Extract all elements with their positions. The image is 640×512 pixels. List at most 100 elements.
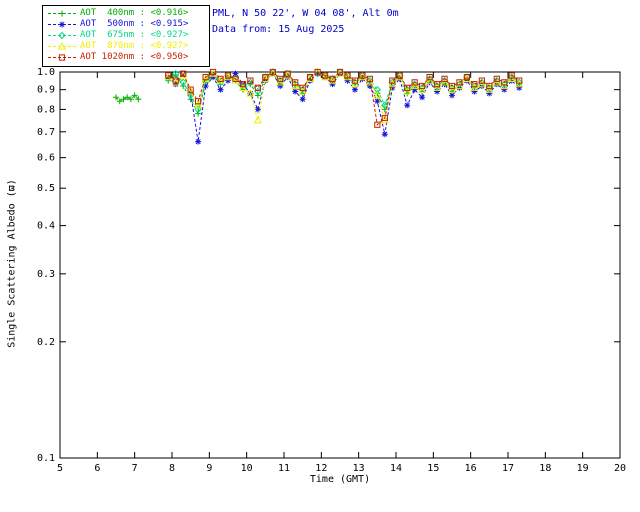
- square-marker: [277, 75, 284, 82]
- plus-marker: [254, 92, 261, 99]
- asterisk-marker: [411, 86, 418, 93]
- legend-swatch: [48, 42, 76, 50]
- asterisk-marker: [59, 21, 65, 28]
- square-marker: [254, 84, 261, 91]
- triangle-marker: [350, 79, 359, 88]
- triangle-marker: [223, 72, 233, 81]
- triangle-marker: [261, 74, 270, 82]
- triangle-marker: [440, 77, 449, 86]
- diamond-marker: [403, 85, 411, 94]
- triangle-marker: [492, 77, 501, 86]
- square-marker: [448, 82, 456, 90]
- triangle-marker: [388, 79, 397, 88]
- legend-item: AOT 1020nm : <0.950>: [47, 52, 205, 63]
- legend-label: AOT 675nm : <0.927>: [80, 30, 189, 40]
- diamond-marker: [418, 84, 426, 92]
- square-marker: [172, 77, 179, 84]
- triangle-marker: [455, 81, 464, 90]
- asterisk-marker: [434, 88, 441, 95]
- y-tick-label: 0.4: [37, 221, 55, 232]
- square-marker: [165, 72, 172, 79]
- legend-item: AOT 675nm : <0.927>: [47, 30, 205, 41]
- x-tick-label: 7: [132, 463, 138, 474]
- triangle-marker: [216, 76, 225, 84]
- plus-marker: [131, 92, 138, 99]
- asterisk-marker: [299, 96, 306, 103]
- legend-label: AOT 1020nm : <0.950>: [80, 52, 189, 62]
- diamond-marker: [440, 76, 449, 85]
- triangle-marker: [470, 83, 479, 91]
- triangle-marker: [500, 81, 509, 90]
- x-tick-label: 20: [614, 463, 626, 474]
- square-marker: [284, 70, 291, 77]
- x-tick-label: 5: [57, 463, 63, 474]
- plus-marker: [113, 94, 119, 101]
- diamond-marker: [58, 31, 66, 40]
- square-marker: [441, 75, 448, 82]
- square-marker: [389, 77, 396, 84]
- asterisk-marker: [292, 88, 299, 95]
- asterisk-marker: [366, 82, 373, 89]
- triangle-marker: [276, 77, 285, 86]
- x-tick-label: 19: [577, 463, 589, 474]
- square-marker: [419, 82, 426, 90]
- plus-marker: [299, 90, 306, 97]
- square-marker: [463, 74, 471, 81]
- square-marker: [239, 81, 247, 88]
- square-marker: [471, 81, 478, 88]
- diamond-marker: [366, 76, 374, 85]
- diamond-marker: [500, 80, 508, 88]
- triangle-marker: [171, 77, 180, 86]
- asterisk-marker: [254, 106, 261, 113]
- triangle-marker: [291, 81, 300, 90]
- square-marker: [433, 81, 441, 88]
- y-tick-label: 0.9: [37, 85, 55, 96]
- asterisk-marker: [404, 102, 411, 109]
- header-date-line: Data from: 15 Aug 2025: [212, 24, 345, 35]
- plus-marker: [135, 96, 142, 103]
- asterisk-marker: [269, 70, 276, 77]
- square-marker: [307, 74, 314, 81]
- plus-marker: [116, 98, 123, 105]
- x-tick-label: 13: [353, 463, 365, 474]
- square-marker: [292, 79, 299, 86]
- legend-swatch: [48, 21, 76, 28]
- x-tick-label: 14: [390, 463, 402, 474]
- triangle-marker: [246, 88, 255, 97]
- x-tick-label: 18: [539, 463, 551, 474]
- square-marker: [486, 82, 493, 90]
- diamond-marker: [515, 78, 523, 87]
- triangle-marker: [373, 90, 382, 99]
- plot-header: PML, N 50 22', W 04 08', Alt 0m Data fro…: [212, 6, 399, 38]
- plot-frame: [59, 71, 621, 459]
- triangle-marker: [418, 85, 427, 93]
- plus-marker: [195, 110, 202, 117]
- asterisk-marker: [329, 81, 336, 88]
- diamond-marker: [485, 84, 494, 92]
- plus-marker: [127, 96, 134, 103]
- asterisk-marker: [195, 138, 202, 145]
- diamond-marker: [508, 73, 516, 81]
- asterisk-marker: [217, 86, 224, 93]
- y-tick-label: 0.8: [37, 104, 55, 115]
- triangle-marker: [403, 87, 412, 95]
- y-tick-label: 0.7: [37, 127, 55, 138]
- y-axis-label: Single Scattering Albedo (ϖ): [6, 179, 18, 348]
- asterisk-marker: [225, 77, 231, 84]
- triangle-marker: [268, 69, 277, 77]
- legend-item: AOT 400nm : <0.916>: [47, 8, 205, 19]
- x-tick-label: 8: [169, 463, 175, 474]
- x-axis-label: Time (GMT): [309, 474, 371, 485]
- triangle-marker: [447, 85, 457, 93]
- triangle-marker: [194, 100, 203, 109]
- square-marker: [217, 75, 224, 82]
- series-line: [168, 71, 520, 126]
- triangle-marker: [57, 42, 67, 50]
- square-marker: [299, 84, 306, 91]
- triangle-marker: [433, 83, 442, 91]
- square-marker: [478, 77, 485, 84]
- y-tick-label: 1.0: [37, 67, 55, 78]
- x-tick-label: 12: [315, 463, 327, 474]
- asterisk-marker: [389, 84, 396, 91]
